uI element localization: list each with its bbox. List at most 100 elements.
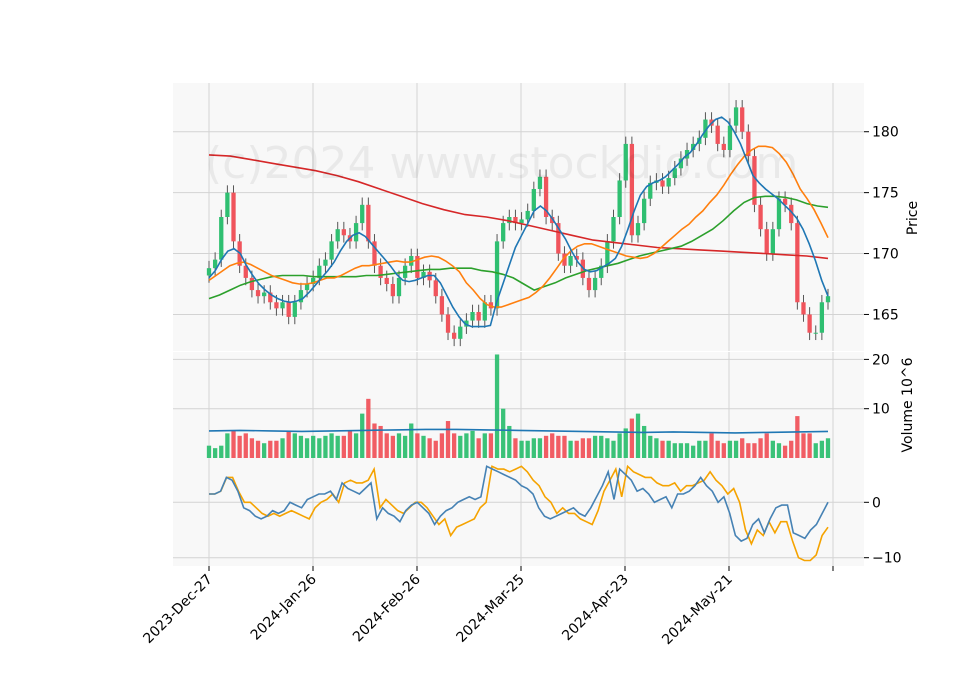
volume-bar — [519, 440, 524, 458]
volume-bar — [212, 448, 218, 458]
candle-body — [727, 125, 733, 150]
candle-body — [366, 204, 371, 242]
volume-bar — [605, 438, 610, 458]
price-ytick-label: 165 — [872, 307, 899, 323]
candle-body — [635, 223, 641, 236]
volume-bar — [709, 433, 714, 458]
volume-bar — [721, 443, 726, 458]
volume-bar — [268, 440, 273, 458]
candle-body — [819, 302, 825, 333]
candle-body — [666, 178, 671, 187]
volume-bar — [458, 435, 463, 458]
volume-bar — [562, 435, 567, 458]
candle-body — [243, 265, 248, 278]
volume-bar — [317, 438, 322, 458]
candle-body — [219, 217, 224, 260]
candle-body — [562, 253, 567, 266]
volume-bar — [409, 423, 414, 458]
candle-body — [439, 296, 445, 315]
candle-body — [764, 229, 769, 254]
volume-bar — [427, 438, 432, 458]
volume-bar — [415, 433, 420, 458]
volume-bar — [347, 430, 353, 458]
candle-body — [813, 332, 818, 334]
candle-body — [733, 107, 739, 126]
volume-bar — [641, 425, 647, 458]
volume-bar — [697, 440, 702, 458]
candle-body — [482, 302, 487, 321]
oscillator-ytick-label: −10 — [872, 551, 902, 567]
volume-ytick-label: 20 — [872, 352, 890, 368]
candle-body — [776, 198, 782, 230]
ma-mid-line — [208, 145, 829, 308]
candle-body — [586, 277, 592, 291]
volume-bar — [396, 433, 402, 458]
volume-bar — [262, 443, 267, 458]
candle-body — [807, 314, 812, 333]
volume-bar — [494, 354, 500, 458]
price-ytick-label: 170 — [872, 247, 899, 263]
volume-bar — [703, 440, 708, 458]
watermark: (c)2024 www.stockdio.com — [205, 138, 798, 189]
volume-bar — [727, 440, 733, 458]
candle-body — [409, 255, 414, 266]
volume-bar — [452, 433, 457, 458]
candle-body — [648, 182, 653, 199]
candle-body — [611, 217, 616, 242]
candle-body — [721, 143, 726, 150]
candle-body — [255, 290, 261, 297]
candle-body — [660, 180, 665, 187]
volume-bar — [592, 435, 598, 458]
volume-bar — [390, 435, 396, 458]
volume-bar — [550, 433, 555, 458]
volume-bar — [684, 443, 690, 458]
candle-body — [782, 198, 788, 205]
candle-body — [519, 219, 524, 224]
candle-body — [384, 277, 389, 284]
volume-bar — [543, 435, 549, 458]
candle-body — [280, 302, 285, 309]
candle-body — [353, 223, 359, 242]
volume-bar — [672, 443, 677, 458]
candle-body — [311, 277, 316, 284]
volume-bar — [819, 440, 825, 458]
candle-body — [298, 290, 304, 303]
oscillator-line-a — [209, 465, 829, 543]
volume-bar — [384, 433, 389, 458]
candle-body — [304, 284, 310, 291]
candle-body — [206, 268, 212, 276]
volume-bar — [286, 430, 291, 458]
volume-bar — [402, 435, 408, 458]
x-tick-label: 2024-Mar-25 — [454, 572, 528, 646]
volume-bar — [311, 435, 316, 458]
price-panel: 165 170 175 180 — [173, 83, 899, 351]
volume-bar — [825, 438, 831, 458]
volume-bar — [378, 425, 383, 458]
candle-body — [372, 241, 377, 266]
volume-ytick-label: 10 — [872, 402, 890, 418]
volume-bar — [537, 438, 543, 458]
volume-bar — [206, 445, 212, 458]
candle-body — [825, 296, 831, 303]
candle-body — [274, 302, 279, 309]
candle-body — [525, 210, 530, 220]
candle-body — [531, 188, 536, 211]
volume-bar — [801, 433, 806, 458]
volume-bar — [752, 443, 757, 458]
volume-bar — [464, 433, 469, 458]
candle-body — [476, 312, 481, 321]
candle-body — [329, 241, 334, 260]
volume-bar — [715, 440, 720, 458]
volume-bar — [372, 423, 377, 458]
volume-bar — [366, 398, 371, 458]
x-tick-label: 2024-Jan-26 — [248, 571, 320, 643]
candle-body — [568, 255, 573, 266]
candle-body — [341, 229, 346, 236]
candle-body — [212, 259, 218, 269]
x-tick-label: 2024-Feb-26 — [350, 571, 424, 645]
volume-bar — [654, 438, 659, 458]
ma-short-line — [208, 116, 829, 328]
volume-bar — [323, 435, 328, 458]
ma-long-line — [208, 195, 829, 300]
